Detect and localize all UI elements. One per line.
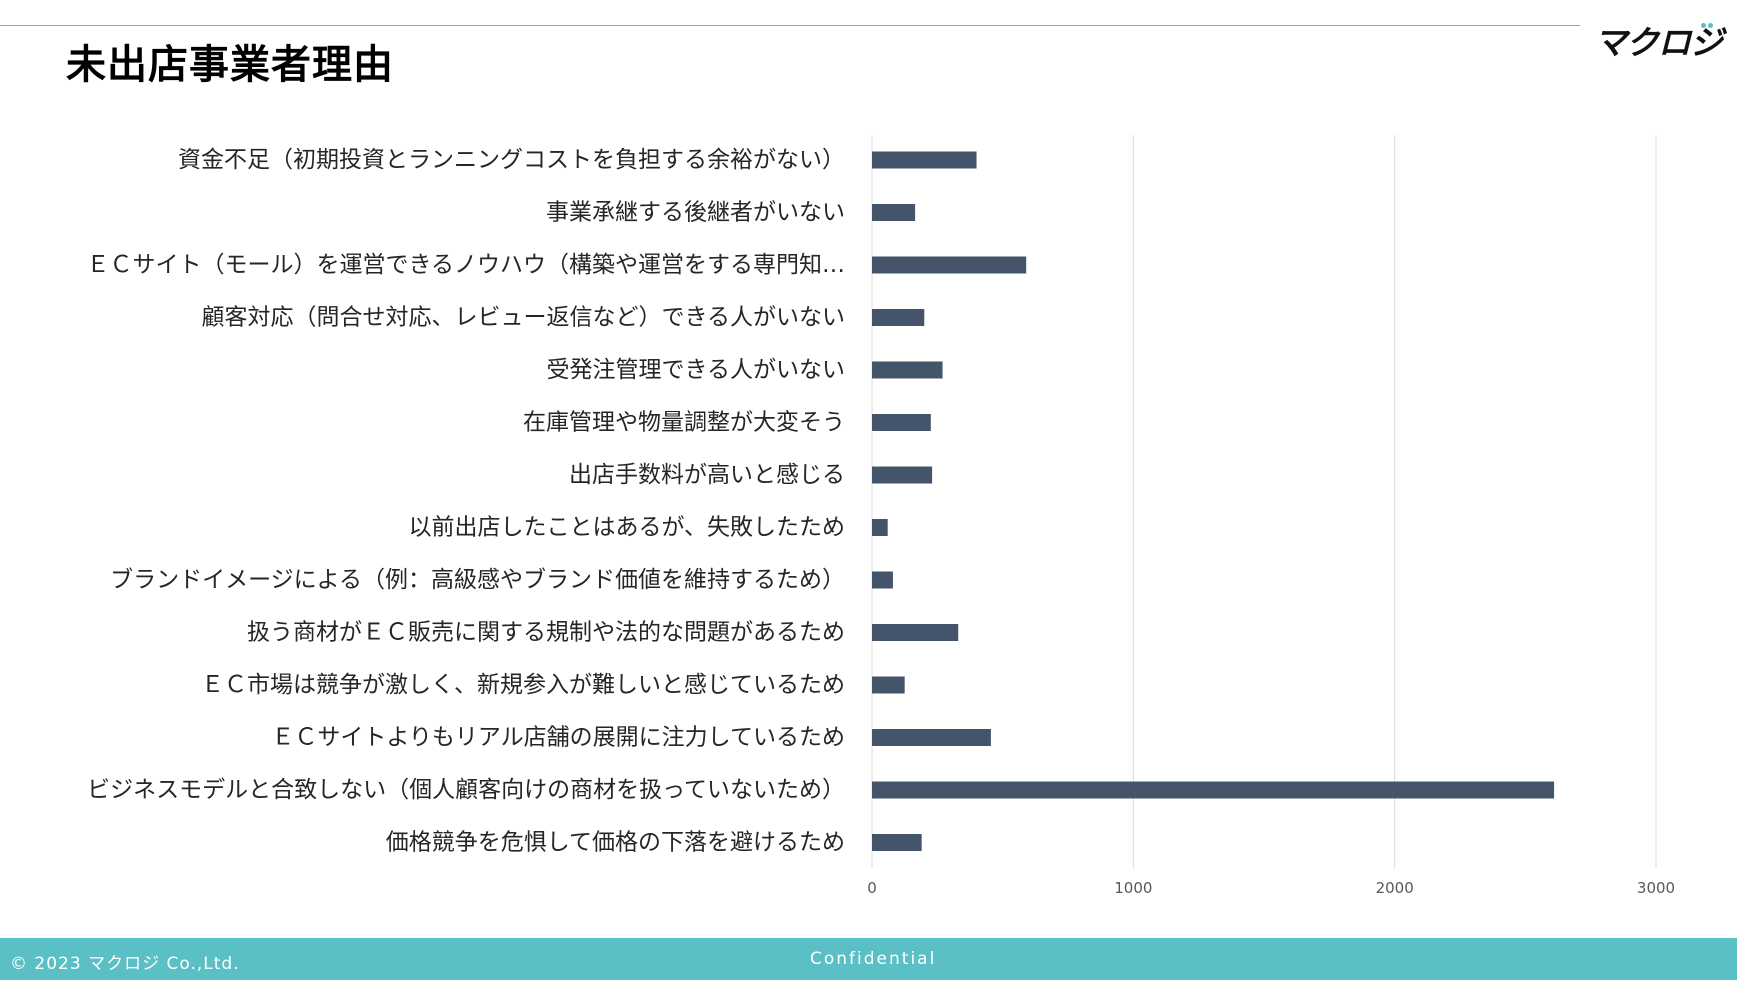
footer-confidential-label: Confidential [810,949,937,969]
category-label: 在庫管理や物量調整が大変そう [523,410,845,436]
brand-logo: マクロジ [1594,16,1723,64]
category-label: 扱う商材がＥＣ販売に関する規制や法的な問題があるため [247,620,845,646]
category-label: ＥＣ市場は競争が激しく、新規参入が難しいと感じているため [201,672,845,698]
category-label: ＥＣサイトよりもリアル店舗の展開に注力しているため [271,725,845,751]
category-label: 価格競争を危惧して価格の下落を避けるため [386,830,845,856]
category-label: 以前出店したことはあるが、失敗したため [408,515,845,541]
category-label: 事業承継する後継者がいない [546,200,845,226]
logo-dot [1701,23,1706,28]
chart-grid [871,135,1657,868]
bar [872,361,943,379]
x-tick-label: 3000 [1637,879,1675,897]
category-label: 受発注管理できる人がいない [546,357,845,383]
page-title: 未出店事業者理由 [66,42,394,88]
footer-bar: © 2023 マクロジ Co.,Ltd. Confidential [0,938,1737,980]
chart-x-ticks: 0 1000 2000 3000 [867,879,1675,897]
footer-copyright: © 2023 マクロジ Co.,Ltd. [10,954,240,974]
header-divider [0,25,1580,26]
chart-category-labels: 資金不足（初期投資とランニングコストを負担する余裕がない） 事業承継する後継者がい… [86,147,845,856]
bar [872,729,991,746]
bar [872,309,925,326]
bar [872,151,977,169]
bar [872,676,905,694]
bar [872,204,916,221]
category-label: ビジネスモデルと合致しない（個人顧客向けの商材を扱っていないため） [87,777,845,803]
category-label: ブランドイメージによる（例：高級感やブランド価値を維持するため） [110,567,845,593]
x-tick-label: 1000 [1114,879,1152,897]
category-label: 資金不足（初期投資とランニングコストを負担する余裕がない） [178,147,845,173]
category-label: 顧客対応（問合せ対応、レビュー返信など）できる人がいない [201,305,845,331]
bar [872,256,1027,274]
bar [872,466,933,484]
bar [872,624,959,641]
chart-bars [872,151,1555,851]
category-label: ＥＣサイト（モール）を運営できるノウハウ（構築や運営をする専門知… [86,252,845,278]
brand-logo-text: マクロジ [1594,23,1723,62]
bar [872,571,893,589]
bar [872,519,888,536]
bar [872,834,922,851]
bar [872,414,931,431]
x-tick-label: 2000 [1376,879,1414,897]
x-tick-label: 0 [867,879,877,897]
bar-chart: 資金不足（初期投資とランニングコストを負担する余裕がない） 事業承継する後継者がい… [86,135,1675,897]
category-label: 出店手数料が高いと感じる [569,462,845,488]
logo-dot [1708,23,1713,28]
bar [872,781,1555,799]
